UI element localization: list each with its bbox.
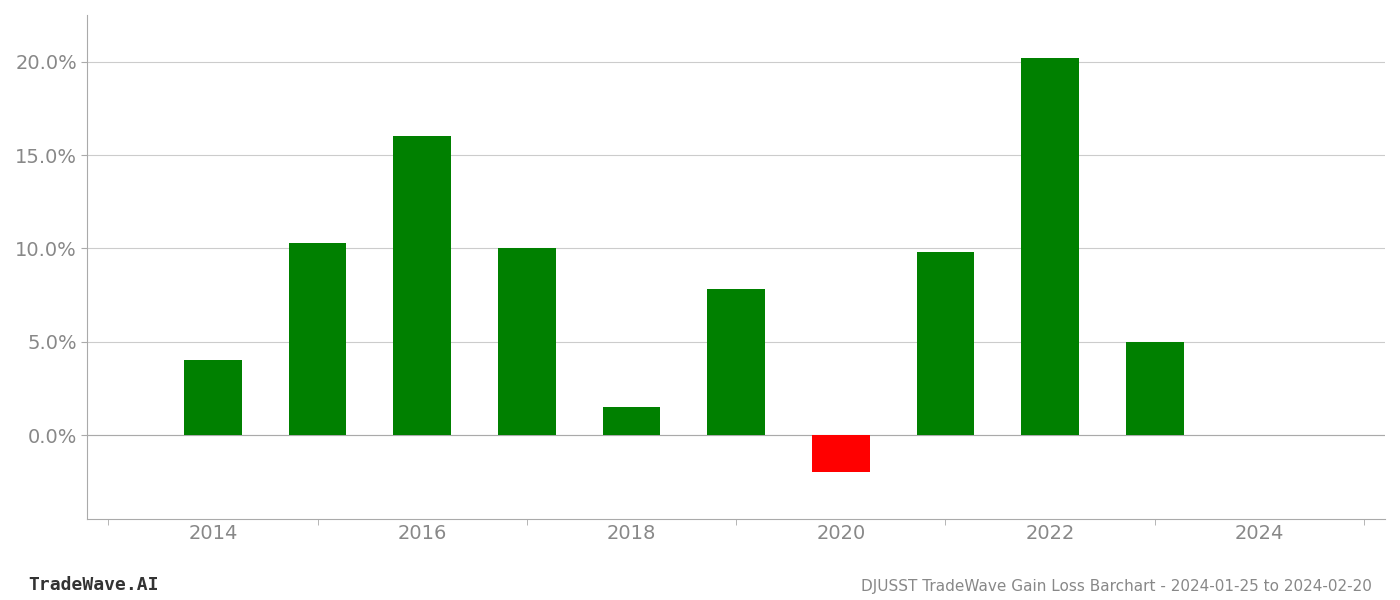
Bar — [185, 361, 242, 435]
Bar — [288, 243, 346, 435]
Bar — [603, 407, 661, 435]
Bar — [1126, 342, 1183, 435]
Bar — [1022, 58, 1079, 435]
Bar — [707, 289, 764, 435]
Text: TradeWave.AI: TradeWave.AI — [28, 576, 158, 594]
Bar — [498, 248, 556, 435]
Bar — [812, 435, 869, 472]
Bar — [917, 252, 974, 435]
Text: DJUSST TradeWave Gain Loss Barchart - 2024-01-25 to 2024-02-20: DJUSST TradeWave Gain Loss Barchart - 20… — [861, 579, 1372, 594]
Bar — [393, 136, 451, 435]
